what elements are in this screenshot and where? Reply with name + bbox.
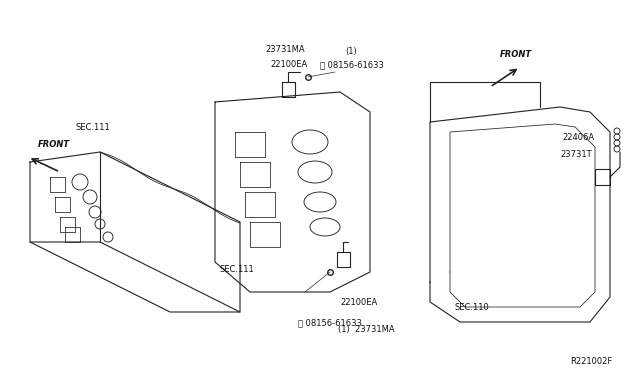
Text: (1)  23731MA: (1) 23731MA [338,325,395,334]
Text: FRONT: FRONT [500,50,532,59]
Text: SEC.111: SEC.111 [75,123,109,132]
Text: 22406A: 22406A [562,133,594,142]
Text: 22100EA: 22100EA [270,60,307,69]
Text: SEC.110: SEC.110 [455,303,490,312]
Text: R221002F: R221002F [570,357,612,366]
Text: Ⓑ 08156-61633: Ⓑ 08156-61633 [320,60,384,69]
Text: FRONT: FRONT [38,140,70,149]
Text: Ⓑ 08156-61633: Ⓑ 08156-61633 [298,318,362,327]
Text: 23731T: 23731T [560,150,591,159]
Text: 22100EA: 22100EA [340,298,377,307]
Text: (1): (1) [345,47,356,56]
Text: SEC.111: SEC.111 [220,265,255,274]
Text: 23731MA: 23731MA [265,45,305,54]
